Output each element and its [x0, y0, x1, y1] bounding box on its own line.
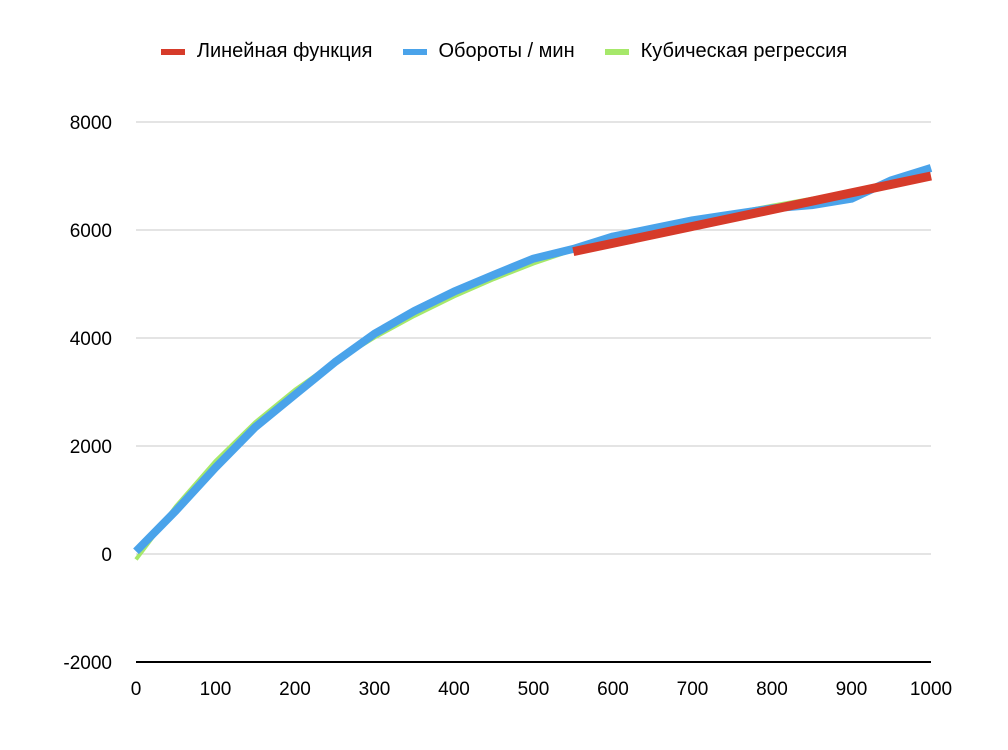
legend-label-linear: Линейная функция	[196, 40, 373, 62]
x-tick-label: 800	[756, 679, 788, 700]
x-tick-label: 700	[677, 679, 709, 700]
x-tick-label: 0	[131, 679, 142, 700]
chart-legend: Линейная функция Обороты / мин Кубическа…	[0, 40, 1008, 63]
y-tick-label: 2000	[70, 437, 112, 458]
legend-label-rpm: Обороты / мин	[438, 40, 575, 62]
y-tick-label: 0	[101, 545, 112, 566]
x-tick-labels: 0 100 200 300 400 500 600 700 800 900 1000	[131, 679, 952, 700]
series-line-cubic	[134, 176, 932, 561]
y-tick-label: 6000	[70, 221, 112, 242]
x-tick-label: 100	[200, 679, 232, 700]
y-tick-label: 8000	[70, 113, 112, 134]
legend-swatch-cubic	[604, 48, 629, 55]
legend-item-linear: Линейная функция	[160, 40, 373, 63]
x-tick-label: 600	[597, 679, 629, 700]
series-line-rpm	[133, 164, 933, 555]
legend-label-cubic: Кубическая регрессия	[640, 40, 848, 62]
y-tick-label: 4000	[70, 329, 112, 350]
x-tick-label: 1000	[910, 679, 952, 700]
x-tick-label: 300	[359, 679, 391, 700]
y-tick-label: -2000	[63, 653, 112, 674]
x-tick-label: 900	[836, 679, 868, 700]
legend-item-rpm: Обороты / мин	[402, 40, 575, 63]
legend-swatch-rpm	[402, 48, 427, 55]
grid-lines	[136, 121, 931, 663]
legend-item-cubic: Кубическая регрессия	[604, 40, 848, 63]
series-line-linear	[572, 171, 932, 257]
legend-swatch-linear	[160, 48, 185, 55]
x-tick-label: 500	[518, 679, 550, 700]
series-lines	[133, 164, 933, 561]
x-tick-label: 400	[438, 679, 470, 700]
y-tick-labels: -2000 0 2000 4000 6000 8000	[63, 113, 112, 674]
x-tick-label: 200	[279, 679, 311, 700]
